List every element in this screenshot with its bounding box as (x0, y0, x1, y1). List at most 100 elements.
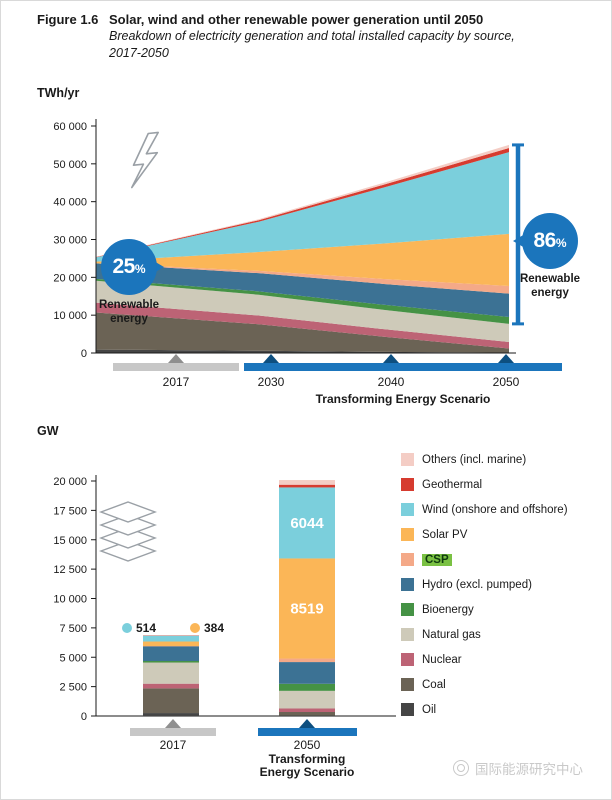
legend-item: Hydro (excl. pumped) (401, 578, 568, 591)
y-tick-label: 12 500 (53, 564, 87, 576)
bar-segment-coal (143, 688, 199, 714)
timeline-year-label: 2050 (493, 375, 520, 389)
legend-swatch (401, 578, 414, 591)
bar-segment-hydro-excl-pumped (143, 646, 199, 662)
legend-swatch (401, 453, 414, 466)
timeline-year-label: 2017 (160, 738, 187, 752)
figure-header: Figure 1.6 Solar, wind and other renewab… (37, 12, 599, 61)
timeline-arrow (165, 719, 181, 728)
legend-label: CSP (422, 553, 452, 566)
area-series-oil (96, 349, 509, 353)
capacity-bar-chart: 0 2 500 5 000 7 500 10 000 12 500 15 000 17 500… (53, 475, 396, 779)
bar-value-label: 6044 (290, 515, 324, 532)
area-series-wind-onshore-and-offshore (96, 152, 509, 262)
legend-label: Hydro (excl. pumped) (422, 578, 532, 591)
timeline-year-label: 2030 (258, 375, 285, 389)
legend-item: CSP (401, 553, 568, 566)
y-tick-label: 20 000 (53, 272, 87, 284)
y-tick-label: 10 000 (53, 310, 87, 322)
callout-dot-wind (122, 623, 132, 633)
figure-subtitle-line1: Breakdown of electricity generation and … (109, 29, 515, 44)
legend-item: Coal (401, 678, 568, 691)
badge-circle: 25% (101, 239, 157, 295)
top-chart-unit-label: TWh/yr (37, 86, 80, 100)
legend-item: Solar PV (401, 528, 568, 541)
figure-label: Figure 1.6 (37, 12, 99, 27)
figure-title: Solar, wind and other renewable power ge… (109, 12, 484, 27)
bar-segment-oil (143, 713, 199, 716)
y-tick-label: 20 000 (53, 476, 87, 488)
bar-segment-solar-pv (143, 641, 199, 647)
badge-label: Renewable energy (98, 299, 160, 325)
bar-segment-csp (279, 658, 335, 663)
bar-segment-bioenergy (143, 661, 199, 663)
legend-label: Others (incl. marine) (422, 453, 527, 466)
callout-dot-solar (190, 623, 200, 633)
legend-swatch (401, 503, 414, 516)
callout-value: 384 (204, 621, 224, 635)
legend-label: Coal (422, 678, 446, 691)
timeline-arrow (168, 354, 184, 363)
timeline-year-label: 2040 (378, 375, 405, 389)
watermark-logo-icon (453, 760, 469, 776)
legend-item: Oil (401, 703, 568, 716)
timeline-arrow (299, 719, 315, 728)
bar-segment-bioenergy (279, 683, 335, 691)
timeline-arrow (383, 354, 399, 363)
legend-item: Nuclear (401, 653, 568, 666)
bar-segment-wind-onshore-and-offshore (279, 487, 335, 559)
y-tick-label: 40 000 (53, 197, 87, 209)
legend-swatch (401, 553, 414, 566)
renewable-share-2017-badge: 25% Renewable energy (99, 239, 164, 326)
legend-item: Geothermal (401, 478, 568, 491)
scenario-label: Energy Scenario (260, 765, 355, 779)
y-tick-label: 60 000 (53, 121, 87, 133)
bar-segment-hydro-excl-pumped (279, 662, 335, 684)
legend: Others (incl. marine) Geothermal Wind (ons… (401, 453, 568, 716)
legend-label: Geothermal (422, 478, 483, 491)
bar-segment-natural-gas (143, 662, 199, 684)
legend-swatch (401, 703, 414, 716)
legend-swatch (401, 603, 414, 616)
y-tick-label: 0 (81, 711, 87, 723)
legend-label: Solar PV (422, 528, 468, 541)
legend-label: Wind (onshore and offshore) (422, 503, 568, 516)
area-series-hydro-excl-pumped (96, 263, 509, 318)
legend-item: Natural gas (401, 628, 568, 641)
renewable-share-2050-badge: 86% Renewable energy (513, 213, 580, 300)
badge-value: 25 (112, 255, 135, 278)
timeline-2017-bar (130, 728, 216, 736)
legend-label: Natural gas (422, 628, 481, 641)
bar-segment-wind-onshore-and-offshore (143, 635, 199, 642)
timeline-arrow (263, 354, 279, 363)
badge-percent-sign: % (555, 236, 567, 250)
legend-label: Oil (422, 703, 437, 716)
timeline-year-label: 2050 (294, 738, 321, 752)
legend-label: Bioenergy (422, 603, 474, 616)
badge-circle: 86% (522, 213, 578, 269)
figure-subtitle-line2: 2017-2050 (109, 45, 169, 60)
badge-label: Renewable energy (519, 273, 581, 299)
timeline-year-label: 2017 (163, 375, 190, 389)
legend-swatch (401, 678, 414, 691)
watermark: 国际能源研究中心 (453, 758, 583, 778)
y-tick-label: 10 000 (53, 594, 87, 606)
bar-segment-others-incl-marine (279, 480, 335, 485)
area-series-nuclear (96, 302, 509, 349)
legend-item: Wind (onshore and offshore) (401, 503, 568, 516)
legend-item: Others (incl. marine) (401, 453, 568, 466)
area-series-coal (96, 312, 509, 353)
timeline-tes-bar (244, 363, 562, 371)
watermark-text: 国际能源研究中心 (475, 762, 583, 777)
y-tick-label: 30 000 (53, 235, 87, 247)
y-tick-label: 5 000 (59, 652, 87, 664)
bar-segment-solar-pv (279, 558, 335, 659)
bar-value-label: 8519 (290, 600, 323, 617)
timeline-arrow (498, 354, 514, 363)
area-series-natural-gas (96, 280, 509, 343)
bottom-chart-unit-label: GW (37, 424, 59, 438)
legend-swatch (401, 528, 414, 541)
y-tick-label: 0 (81, 348, 87, 360)
y-tick-label: 17 500 (53, 505, 87, 517)
scenario-label: Transforming Energy Scenario (316, 392, 491, 406)
